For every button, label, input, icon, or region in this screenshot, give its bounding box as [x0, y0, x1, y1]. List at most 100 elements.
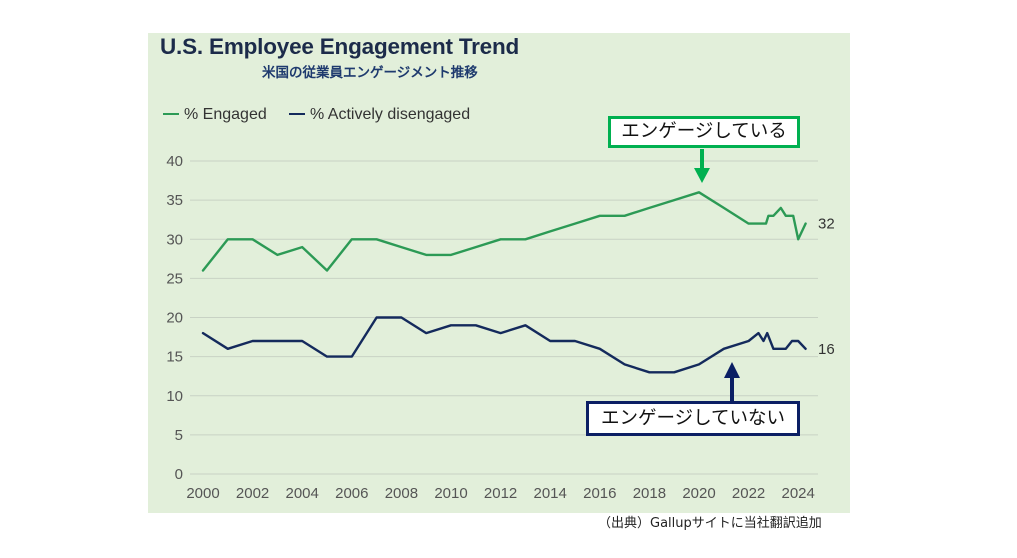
y-tick-label: 10	[166, 388, 183, 405]
data-point-engaged	[784, 214, 788, 218]
data-point-actively-disengaged	[275, 339, 279, 343]
data-point-engaged	[275, 253, 279, 257]
legend-item-engaged: % Engaged	[163, 105, 267, 125]
source-footnote: （出典）Gallupサイトに当社翻訳追加	[598, 516, 822, 531]
end-label-engaged: 32	[818, 216, 835, 233]
callout-arrow-actively-disengaged	[724, 362, 740, 401]
data-point-engaged	[548, 229, 552, 233]
x-tick-label: 2016	[583, 485, 616, 502]
data-point-actively-disengaged	[647, 370, 651, 374]
data-point-actively-disengaged	[523, 323, 527, 327]
data-point-engaged	[747, 222, 751, 226]
data-point-actively-disengaged	[449, 323, 453, 327]
legend-swatch-actively-disengaged	[289, 112, 305, 115]
series-line-engaged	[201, 191, 807, 272]
x-tick-label: 2002	[236, 485, 269, 502]
series-points	[201, 190, 808, 374]
data-point-actively-disengaged	[796, 339, 800, 343]
data-point-actively-disengaged	[697, 362, 701, 366]
data-point-engaged	[251, 237, 255, 241]
x-tick-label: 2014	[534, 485, 567, 502]
data-point-actively-disengaged	[598, 347, 602, 351]
y-tick-label: 5	[175, 427, 183, 444]
x-tick-label: 2022	[732, 485, 765, 502]
y-tick-label: 30	[166, 231, 183, 248]
x-tick-label: 2006	[335, 485, 368, 502]
data-point-engaged	[697, 190, 701, 194]
arrow-head-engaged	[694, 168, 710, 183]
y-tick-label: 20	[166, 310, 183, 327]
x-tick-label: 2018	[633, 485, 666, 502]
data-point-actively-disengaged	[762, 339, 766, 343]
series-line-actively-disengaged	[201, 316, 807, 374]
chart-title: U.S. Employee Engagement Trend	[160, 34, 520, 59]
callout-actively-disengaged: エンゲージしていない	[586, 401, 800, 436]
data-point-engaged	[647, 206, 651, 210]
x-tick-label: 2008	[385, 485, 418, 502]
data-point-engaged	[399, 245, 403, 249]
data-point-engaged	[804, 222, 808, 226]
data-point-actively-disengaged	[474, 323, 478, 327]
data-point-actively-disengaged	[672, 370, 676, 374]
data-point-actively-disengaged	[765, 331, 769, 335]
y-tick-label: 25	[166, 270, 183, 287]
data-point-engaged	[424, 253, 428, 257]
end-labels: 32 16	[818, 216, 835, 358]
callout-arrow-engaged	[694, 149, 710, 183]
data-point-engaged	[766, 214, 770, 218]
data-point-actively-disengaged	[226, 347, 230, 351]
data-point-engaged	[375, 237, 379, 241]
data-point-engaged	[672, 198, 676, 202]
legend-label-engaged: % Engaged	[184, 106, 267, 123]
data-point-actively-disengaged	[375, 316, 379, 320]
x-tick-label: 2000	[186, 485, 219, 502]
data-point-engaged	[796, 237, 800, 241]
data-point-engaged	[573, 222, 577, 226]
data-point-engaged	[623, 214, 627, 218]
y-tick-label: 35	[166, 192, 183, 209]
data-point-actively-disengaged	[325, 355, 329, 359]
x-tick-label: 2020	[682, 485, 715, 502]
data-point-engaged	[300, 245, 304, 249]
x-tick-label: 2010	[434, 485, 467, 502]
data-point-engaged	[474, 245, 478, 249]
data-point-actively-disengaged	[573, 339, 577, 343]
data-point-actively-disengaged	[399, 316, 403, 320]
data-point-actively-disengaged	[722, 347, 726, 351]
data-point-engaged	[779, 206, 783, 210]
y-tick-label: 40	[166, 153, 183, 170]
data-point-engaged	[226, 237, 230, 241]
x-tick-label: 2012	[484, 485, 517, 502]
x-tick-label: 2004	[286, 485, 319, 502]
data-point-actively-disengaged	[790, 339, 794, 343]
data-point-engaged	[764, 222, 768, 226]
data-point-actively-disengaged	[771, 347, 775, 351]
data-point-actively-disengaged	[424, 331, 428, 335]
chart-subtitle: 米国の従業員エンゲージメント推移	[262, 65, 478, 81]
data-point-engaged	[201, 269, 205, 273]
data-point-engaged	[791, 214, 795, 218]
y-tick-label: 15	[166, 349, 183, 366]
x-axis-tick-labels: 2000 2002 2004 2006 2008 2010 2012 2014 2016 2018…	[186, 485, 815, 502]
callout-engaged: エンゲージしている	[608, 116, 800, 148]
data-point-engaged	[771, 214, 775, 218]
legend-swatch-engaged	[163, 112, 179, 115]
data-point-actively-disengaged	[757, 331, 761, 335]
data-point-engaged	[523, 237, 527, 241]
data-point-engaged	[350, 237, 354, 241]
data-point-actively-disengaged	[251, 339, 255, 343]
data-point-actively-disengaged	[747, 339, 751, 343]
series-lines	[201, 191, 807, 374]
data-point-engaged	[325, 269, 329, 273]
legend-label-actively-disengaged: % Actively disengaged	[310, 106, 471, 123]
arrow-head-actively-disengaged	[724, 362, 740, 378]
y-tick-label: 0	[175, 466, 183, 483]
data-point-actively-disengaged	[623, 362, 627, 366]
data-point-actively-disengaged	[804, 347, 808, 351]
legend-item-actively-disengaged: % Actively disengaged	[289, 105, 470, 125]
data-point-actively-disengaged	[300, 339, 304, 343]
data-point-actively-disengaged	[784, 347, 788, 351]
data-point-engaged	[722, 206, 726, 210]
